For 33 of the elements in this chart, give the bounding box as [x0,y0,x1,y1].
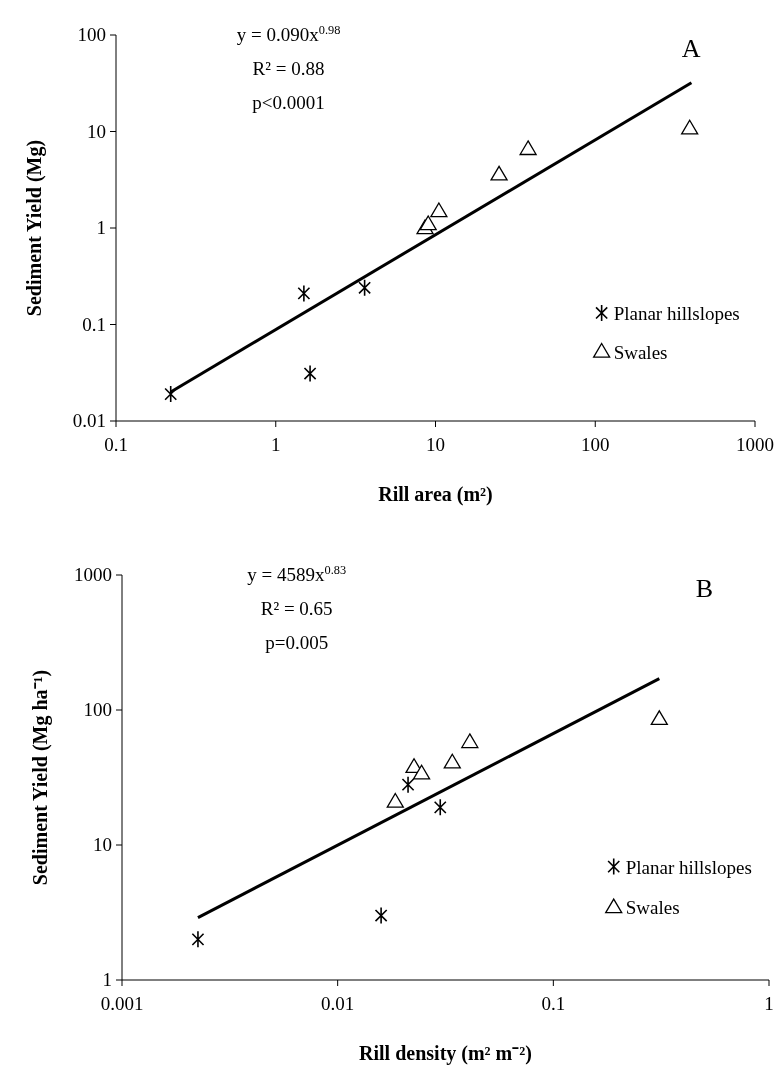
annotation: p<0.0001 [252,92,325,113]
x-tick-label: 10 [426,434,445,455]
annotation: p=0.005 [265,632,329,653]
y-axis-title: Sediment Yield (Mg ha⁻¹) [29,669,52,886]
y-tick-label: 10 [87,120,106,142]
x-tick-label: 0.001 [100,993,144,1014]
annotation: R² = 0.65 [260,598,333,619]
y-tick-label: 100 [77,24,106,45]
y-axis-title: Sediment Yield (Mg) [23,139,46,317]
legend-label: Planar hillslopes [613,302,740,324]
x-tick-label: 100 [581,434,610,455]
chart-title: A [681,34,701,63]
x-tick-label: 1 [764,993,774,1014]
annotation: y = 0.090x$^{0.98}$ [236,23,341,45]
annotation: y = 4589x$^{0.83}$ [247,563,347,585]
y-tick-label: 10 [93,834,112,855]
x-axis-title: Rill area (m²) [378,483,493,506]
x-tick-label: 1 [271,434,281,455]
y-tick-label: 0.1 [82,313,106,335]
y-tick-label: 1000 [74,564,112,585]
legend-label: Swales [613,341,668,363]
legend-label: Planar hillslopes [625,856,752,878]
x-tick-label: 0.1 [541,993,566,1014]
annotation: R² = 0.88 [252,58,325,79]
x-tick-label: 0.01 [321,993,355,1014]
legend-label: Swales [625,897,680,919]
y-tick-label: 1 [102,969,112,990]
x-tick-label: 1000 [736,434,774,455]
x-axis-title: Rill density (m² m⁻²) [359,1042,532,1065]
y-tick-label: 100 [83,699,112,720]
chart-title: B [695,574,713,603]
y-tick-label: 0.01 [72,410,106,431]
y-tick-label: 1 [96,217,106,238]
